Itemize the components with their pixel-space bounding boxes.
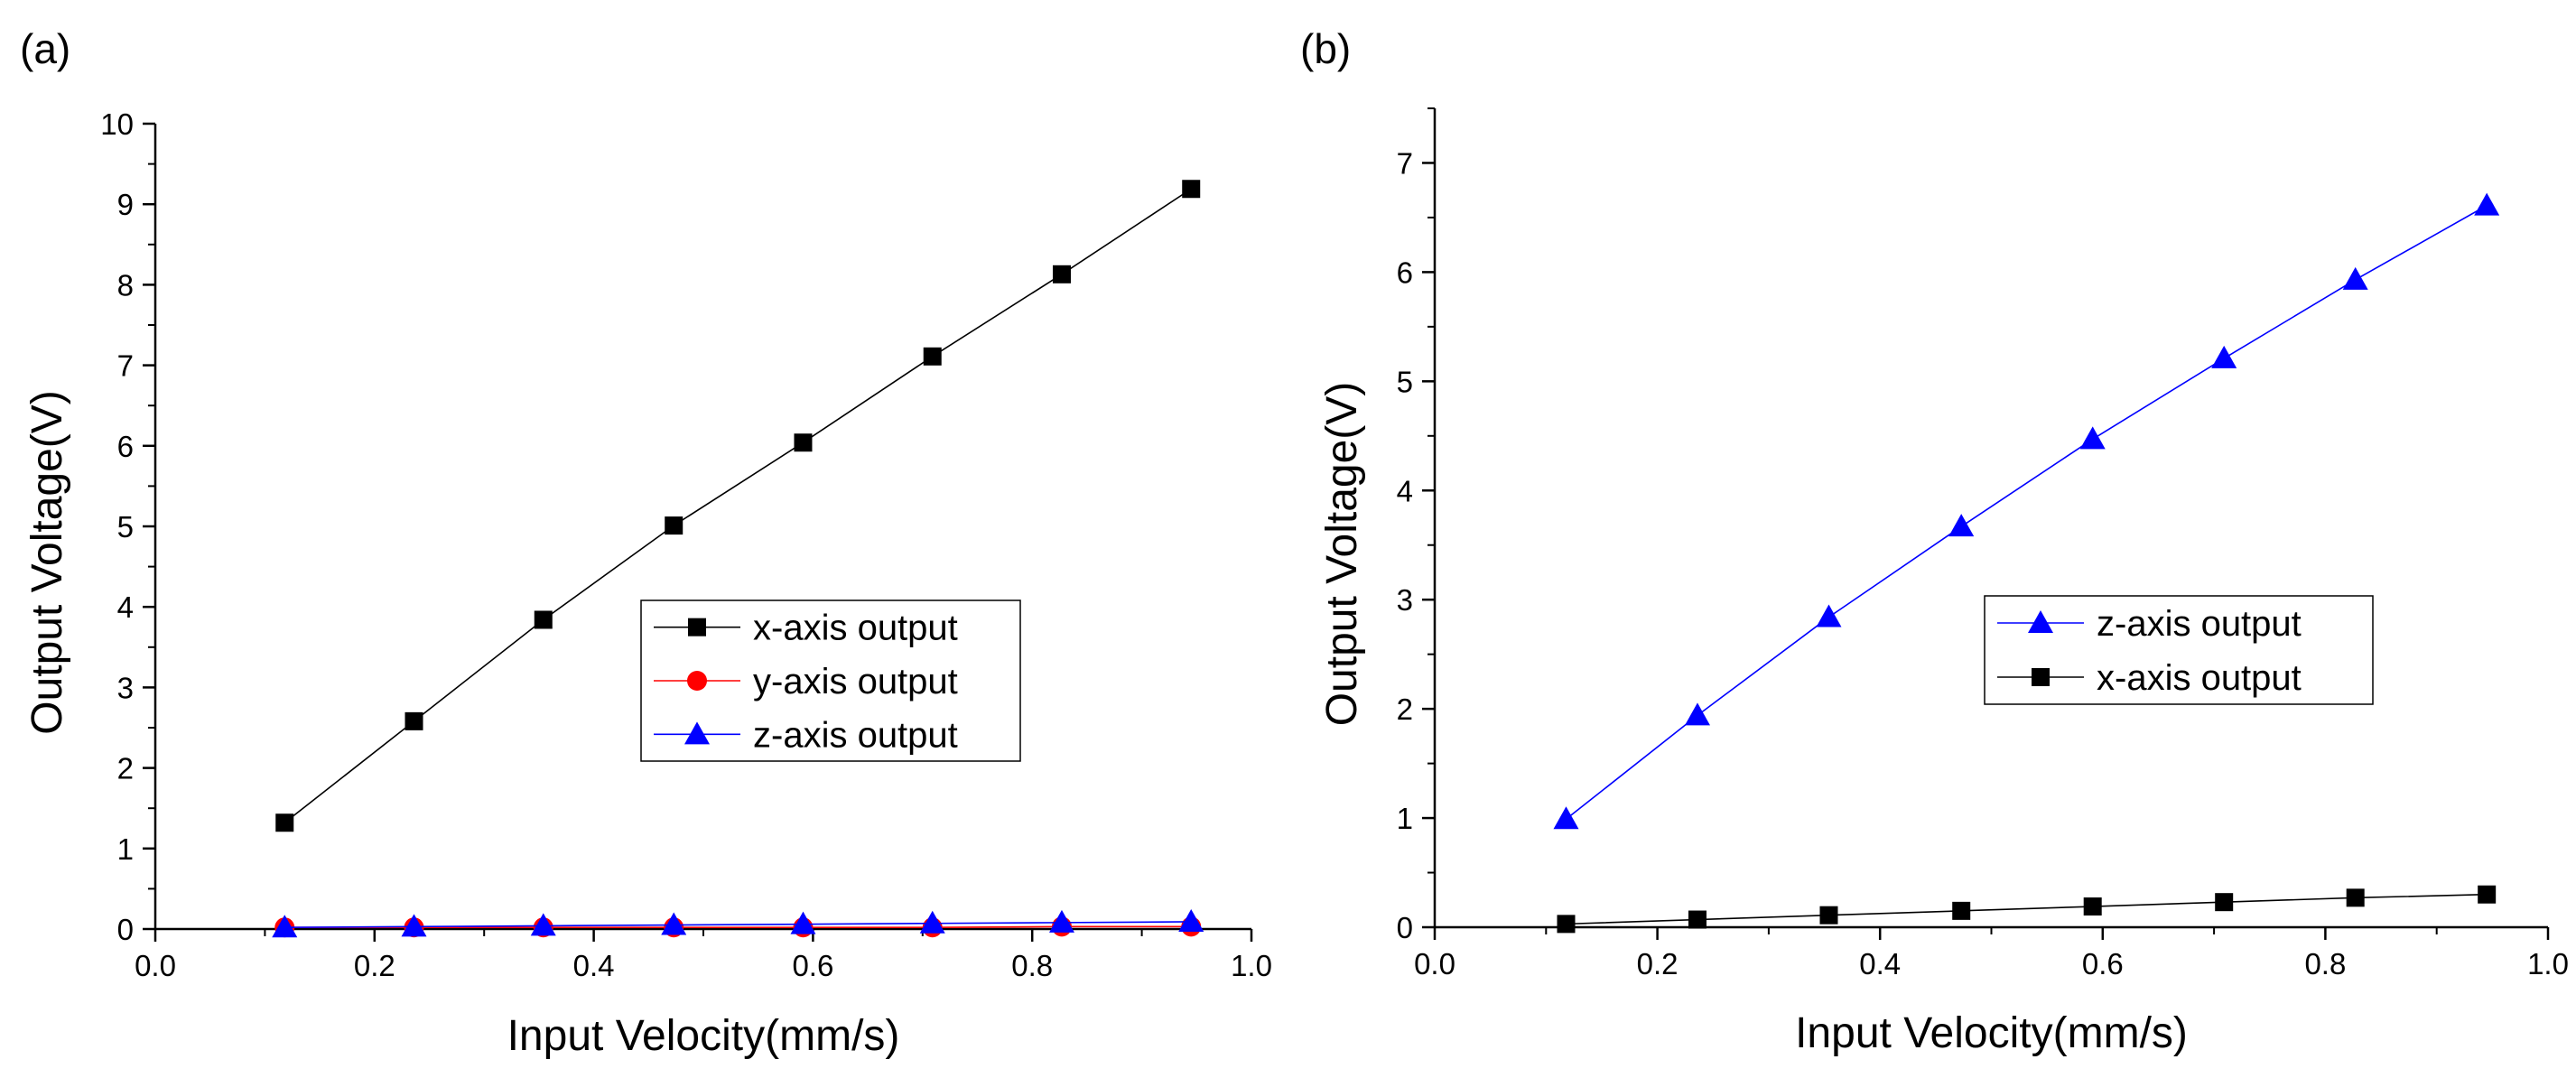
data-point <box>2474 192 2500 216</box>
chart-panel-a: (a) 0 1 2 3 4 5 6 7 8 9 10 0.0 0.2 0.4 0.6 0.8 1.0 Input V… <box>20 25 1272 1060</box>
x-tick-label: 0.6 <box>792 949 833 982</box>
y-tick-label: 1 <box>117 832 134 866</box>
y-tick-label: 7 <box>1397 146 1413 180</box>
y-tick-label: 0 <box>1397 911 1413 944</box>
data-point <box>530 913 556 936</box>
panel-label: (a) <box>20 25 70 72</box>
data-point <box>1557 915 1576 934</box>
x-axis-title: Input Velocity(mm/s) <box>1795 1009 2188 1057</box>
x-tick-label: 0.6 <box>2082 947 2124 980</box>
x-tick-label: 0.0 <box>135 949 176 982</box>
x-tick-label: 0.0 <box>1414 947 1455 980</box>
legend-label: y-axis output <box>753 662 958 702</box>
x-tick-label: 0.2 <box>354 949 395 982</box>
data-point <box>2079 426 2106 450</box>
legend: x-axis output y-axis output z-axis output <box>640 599 1021 762</box>
data-point <box>1819 906 1838 925</box>
legend-marker <box>687 671 707 691</box>
series-x-axis-output <box>275 180 1201 832</box>
series-x-axis-output <box>1557 885 2497 934</box>
data-point <box>1688 910 1706 929</box>
y-tick-label: 1 <box>1397 802 1413 835</box>
x-tick-label: 1.0 <box>2527 947 2569 980</box>
y-tick-label: 9 <box>117 188 134 221</box>
y-tick-label: 0 <box>117 913 134 946</box>
series-line <box>284 925 1192 929</box>
data-point <box>665 516 684 535</box>
legend-marker <box>688 618 706 637</box>
x-tick-label: 0.2 <box>1637 947 1679 980</box>
data-point <box>2211 345 2237 368</box>
data-point <box>1952 901 1971 920</box>
y-tick-label: 4 <box>117 590 134 624</box>
y-tick-label: 10 <box>100 107 134 141</box>
legend-label: x-axis output <box>2097 658 2302 698</box>
data-point <box>794 433 813 452</box>
data-point <box>790 911 816 934</box>
series-z-axis-output <box>272 908 1204 938</box>
series-z-axis-output <box>1553 192 2500 830</box>
series-line <box>1566 893 2488 925</box>
data-point <box>2346 888 2365 907</box>
y-tick-label: 4 <box>1397 474 1413 507</box>
y-axis-title: Output Voltage(V) <box>1318 382 1366 727</box>
data-point <box>1178 908 1204 932</box>
x-tick-label: 0.8 <box>2304 947 2346 980</box>
x-tick-label: 0.8 <box>1011 949 1053 982</box>
data-point <box>2478 885 2497 904</box>
legend-label: x-axis output <box>753 609 958 648</box>
y-tick-label: 2 <box>1397 692 1413 726</box>
data-point <box>1052 265 1071 283</box>
data-point <box>275 813 294 832</box>
data-point <box>405 711 423 730</box>
y-tick-label: 7 <box>117 349 134 383</box>
x-axis-title: Input Velocity(mm/s) <box>507 1012 900 1060</box>
series-line <box>284 188 1192 823</box>
x-tick-label: 0.4 <box>1859 947 1901 980</box>
y-tick-label: 3 <box>117 671 134 704</box>
y-tick-label: 6 <box>1397 256 1413 289</box>
y-tick-label: 5 <box>1397 365 1413 398</box>
legend: z-axis output x-axis output <box>1984 595 2374 705</box>
y-tick-label: 2 <box>117 752 134 785</box>
data-point <box>2342 266 2368 290</box>
legend-label: z-axis output <box>753 715 958 755</box>
data-point <box>1553 806 1579 830</box>
data-point <box>2215 893 2234 912</box>
data-point <box>1182 180 1201 199</box>
series-line <box>284 921 1192 929</box>
data-point <box>401 914 427 937</box>
data-point <box>534 610 553 629</box>
y-axis-title: Output Voltage(V) <box>23 390 71 735</box>
data-point <box>919 910 945 934</box>
y-tick-label: 5 <box>117 510 134 544</box>
y-tick-label: 3 <box>1397 583 1413 617</box>
data-point <box>2083 897 2102 916</box>
series-line <box>1565 204 2488 820</box>
data-point <box>1948 514 1975 537</box>
legend-label: z-axis output <box>2097 604 2302 644</box>
chart-panel-b: (b) 0 1 2 3 4 5 6 7 0.0 0.2 0.4 0.6 0.8 1.0 Input Veloc… <box>1300 25 2569 1057</box>
data-point <box>272 915 298 938</box>
panel-label: (b) <box>1300 25 1351 72</box>
y-tick-label: 6 <box>117 430 134 463</box>
x-tick-label: 0.4 <box>573 949 615 982</box>
data-point <box>923 347 942 366</box>
data-point <box>1816 604 1842 627</box>
legend-marker <box>2028 610 2053 633</box>
legend-marker <box>2032 668 2050 686</box>
x-tick-label: 1.0 <box>1231 949 1272 982</box>
data-point <box>1048 909 1074 933</box>
data-point <box>1684 702 1710 726</box>
data-point <box>661 912 687 935</box>
legend-marker <box>684 721 710 745</box>
y-tick-label: 8 <box>117 268 134 302</box>
